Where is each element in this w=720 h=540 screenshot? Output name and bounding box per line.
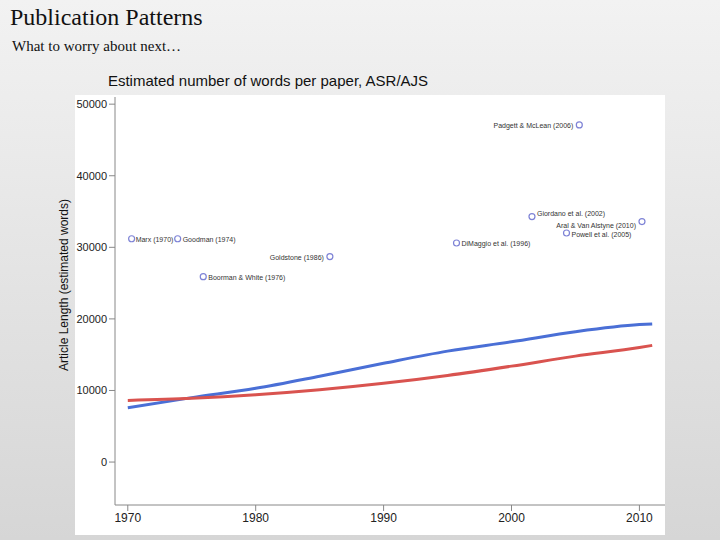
svg-text:DiMaggio et al. (1996): DiMaggio et al. (1996): [462, 240, 531, 248]
svg-text:50000: 50000: [76, 98, 107, 110]
svg-text:Boorman & White (1976): Boorman & White (1976): [208, 274, 285, 282]
svg-text:0: 0: [101, 456, 107, 468]
svg-text:Padgett & McLean (2006): Padgett & McLean (2006): [494, 122, 574, 130]
svg-text:30000: 30000: [76, 241, 107, 253]
svg-text:1980: 1980: [242, 511, 269, 525]
svg-text:2000: 2000: [498, 511, 525, 525]
html-text:Estimated number of words per: Estimated number of words per paper, ASR…: [107, 72, 429, 89]
svg-text:1990: 1990: [370, 511, 397, 525]
svg-text:Goldstone (1986): Goldstone (1986): [270, 254, 324, 262]
svg-text:Goodman (1974): Goodman (1974): [183, 236, 236, 244]
svg-text:1970: 1970: [114, 511, 141, 525]
svg-text:10000: 10000: [76, 384, 107, 396]
svg-text:40000: 40000: [76, 170, 107, 182]
svg-text:Giordano et al. (2002): Giordano et al. (2002): [537, 210, 605, 218]
html-text:Article Length (estimated word: Article Length (estimated words): [57, 199, 71, 371]
html-text:Publication Patterns: Publication Patterns: [10, 4, 203, 30]
svg-text:2010: 2010: [626, 511, 653, 525]
svg-text:20000: 20000: [76, 313, 107, 325]
svg-text:Aral & Van Alstyne (2010): Aral & Van Alstyne (2010): [556, 222, 636, 230]
html-text:What to worry about next…: What to worry about next…: [12, 38, 182, 54]
svg-text:Marx (1970): Marx (1970): [136, 236, 174, 244]
svg-text:Powell et al. (2005): Powell et al. (2005): [572, 231, 632, 239]
